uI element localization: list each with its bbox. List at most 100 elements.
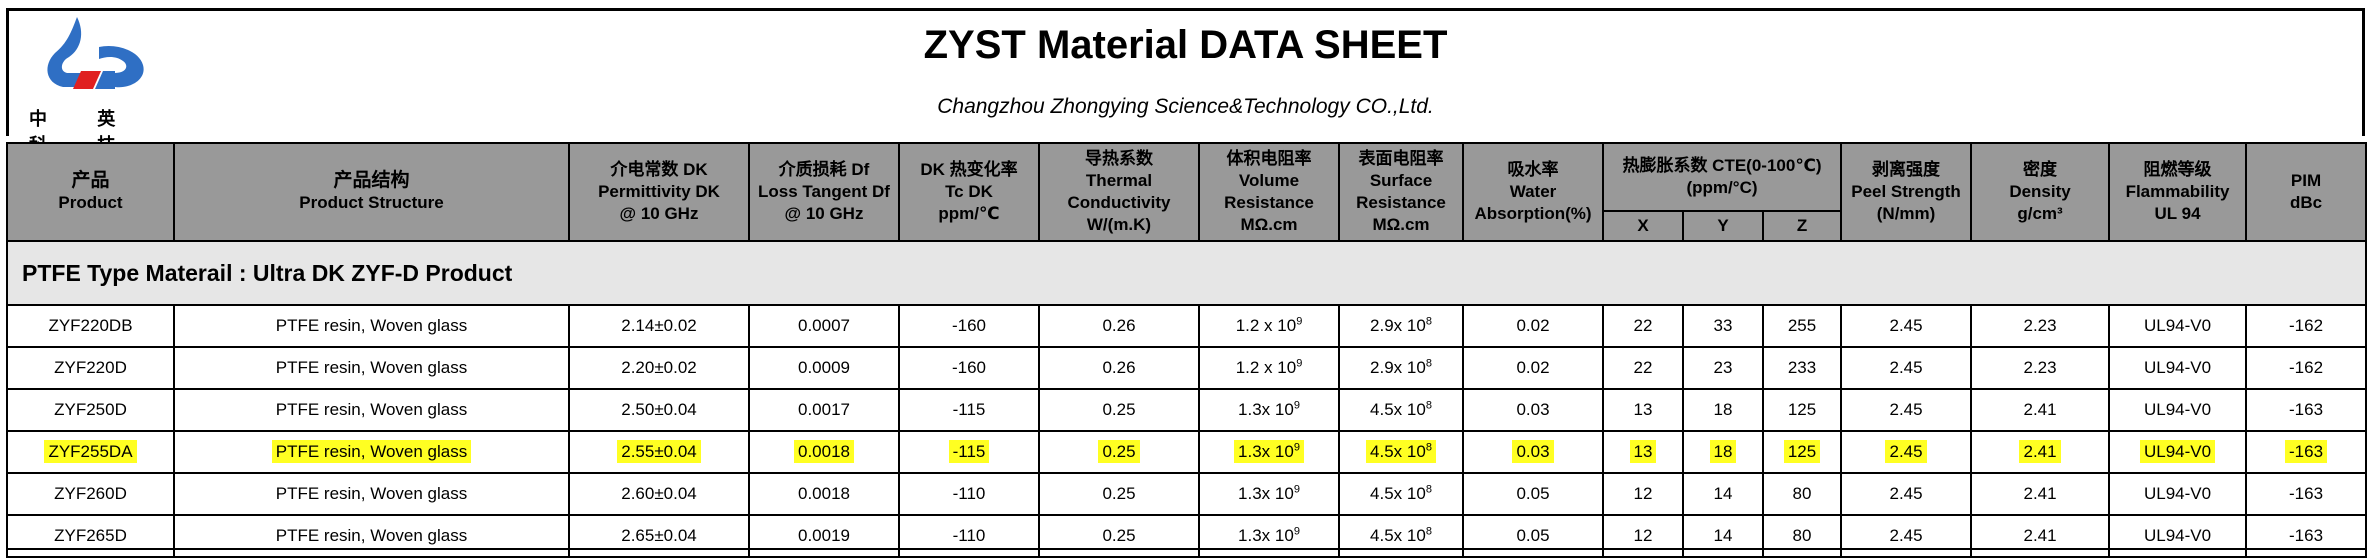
table-row: ZYF255DA PTFE resin, Woven glass 2.55±0.04… [6,430,2368,474]
peel-cell: 2.45 [1840,472,1973,516]
cte-z-cell: 80 [1761,514,1843,558]
thermal-cell: 0.26 [1038,346,1200,390]
peel-cell: 2.45 [1840,430,1973,474]
cte-y-cell: 14 [1682,472,1764,516]
structure-cell: PTFE resin, Woven glass [173,514,570,558]
col-tcdk: DK 热变化率 Tc DK ppm/℃ [898,142,1040,242]
dk-cell: 2.14±0.02 [568,304,750,348]
density-cell: 2.23 [1970,304,2111,348]
density-cell: 2.41 [1970,388,2111,432]
company-logo: 中 英 科 技 [19,13,189,156]
pim-cell: -163 [2245,514,2368,558]
cte-x-cell: 13 [1602,388,1684,432]
dk-cell: 2.50±0.04 [568,388,750,432]
thermal-cell: 0.25 [1038,514,1200,558]
flammability-cell: UL94-V0 [2108,346,2248,390]
cte-y-cell: 23 [1682,346,1764,390]
col-cte: 热膨胀系数 CTE(0-100℃) (ppm/°C) [1601,142,1843,212]
water-cell: 0.02 [1462,346,1604,390]
cte-y-cell: 18 [1682,430,1764,474]
pim-cell: -163 [2245,430,2368,474]
density-cell: 2.41 [1970,430,2111,474]
volume-resistance-cell: 1.3x 109 [1198,388,1340,432]
tcdk-cell: -115 [898,388,1040,432]
structure-cell: PTFE resin, Woven glass [173,388,570,432]
table-row: ZYF260D PTFE resin, Woven glass 2.60±0.04 0… [6,472,2368,516]
cte-x-cell: 22 [1602,304,1684,348]
structure-cell: PTFE resin, Woven glass [173,346,570,390]
surface-resistance-cell: 4.5x 108 [1338,514,1464,558]
cte-y-cell: 33 [1682,304,1764,348]
cte-x-cell: 13 [1602,430,1684,474]
data-sheet: 中 英 科 技 ZYST Material DATA SHEET Changzh… [0,8,2371,558]
logo-icon [47,17,144,89]
peel-cell: 2.45 [1840,514,1973,558]
cte-x-cell: 22 [1602,346,1684,390]
surface-resistance-cell: 4.5x 108 [1338,388,1464,432]
table-row: ZYF220D PTFE resin, Woven glass 2.20±0.02 0… [6,346,2368,390]
volume-resistance-cell: 1.3x 109 [1198,472,1340,516]
cte-x-cell: 12 [1602,514,1684,558]
flammability-cell: UL94-V0 [2108,514,2248,558]
tcdk-cell: -110 [898,514,1040,558]
flammability-cell: UL94-V0 [2108,430,2248,474]
density-cell: 2.23 [1970,346,2111,390]
product-cell: ZYF265D [6,514,175,558]
flammability-cell: UL94-V0 [2108,304,2248,348]
volume-resistance-cell: 1.3x 109 [1198,430,1340,474]
pim-cell: -162 [2245,304,2368,348]
surface-resistance-cell: 2.9x 108 [1338,346,1464,390]
df-cell: 0.0009 [748,346,900,390]
df-cell: 0.0007 [748,304,900,348]
material-table: 产品 Product 产品结构 Product Structure 介电常数 DK P… [5,142,2368,558]
product-cell: ZYF220DB [6,304,175,348]
cte-z-cell: 125 [1761,430,1843,474]
structure-cell: PTFE resin, Woven glass [173,472,570,516]
col-dk: 介电常数 DK Permittivity DK @ 10 GHz [568,142,750,242]
cte-z-cell: 80 [1761,472,1843,516]
product-cell: ZYF250D [6,388,175,432]
col-water-absorption: 吸水率 Water Absorption(%) [1462,142,1604,242]
thermal-cell: 0.25 [1038,472,1200,516]
water-cell: 0.05 [1462,514,1604,558]
peel-cell: 2.45 [1840,388,1973,432]
surface-resistance-cell: 2.9x 108 [1338,304,1464,348]
col-pim: PIM dBc [2245,142,2368,242]
flammability-cell: UL94-V0 [2108,472,2248,516]
cte-y-cell: 14 [1682,514,1764,558]
tcdk-cell: -115 [898,430,1040,474]
col-df: 介质损耗 Df Loss Tangent Df @ 10 GHz [748,142,900,242]
peel-cell: 2.45 [1840,346,1973,390]
col-flammability: 阻燃等级 Flammability UL 94 [2108,142,2248,242]
company-subtitle: Changzhou Zhongying Science&Technology C… [937,95,1434,118]
volume-resistance-cell: 1.3x 109 [1198,514,1340,558]
col-peel-strength: 剥离强度 Peel Strength (N/mm) [1840,142,1973,242]
col-cte-x: X [1602,210,1684,242]
product-cell: ZYF260D [6,472,175,516]
volume-resistance-cell: 1.2 x 109 [1198,346,1340,390]
section-title: PTFE Type Materail : Ultra DK ZYF-D Prod… [5,240,2368,306]
col-volume-resistance: 体积电阻率 Volume Resistance MΩ.cm [1198,142,1340,242]
peel-cell: 2.45 [1840,304,1973,348]
col-thermal: 导热系数 Thermal Conductivity W/(m.K) [1038,142,1200,242]
col-cte-y: Y [1682,210,1764,242]
water-cell: 0.05 [1462,472,1604,516]
table-row: ZYF250D PTFE resin, Woven glass 2.50±0.04 0… [6,388,2368,432]
density-cell: 2.41 [1970,514,2111,558]
col-product: 产品 Product [6,142,175,242]
tcdk-cell: -110 [898,472,1040,516]
table-bottom-border [6,548,2365,550]
tcdk-cell: -160 [898,346,1040,390]
cte-y-cell: 18 [1682,388,1764,432]
cte-z-cell: 255 [1761,304,1843,348]
product-cell: ZYF255DA [6,430,175,474]
page-title: ZYST Material DATA SHEET [923,23,1448,67]
df-cell: 0.0019 [748,514,900,558]
col-surface-resistance: 表面电阻率 Surface Resistance MΩ.cm [1338,142,1464,242]
df-cell: 0.0018 [748,472,900,516]
surface-resistance-cell: 4.5x 108 [1338,430,1464,474]
water-cell: 0.03 [1462,388,1604,432]
table-row: ZYF265D PTFE resin, Woven glass 2.65±0.04 0… [6,514,2368,558]
table-row: ZYF220DB PTFE resin, Woven glass 2.14±0.02… [6,304,2368,348]
structure-cell: PTFE resin, Woven glass [173,430,570,474]
